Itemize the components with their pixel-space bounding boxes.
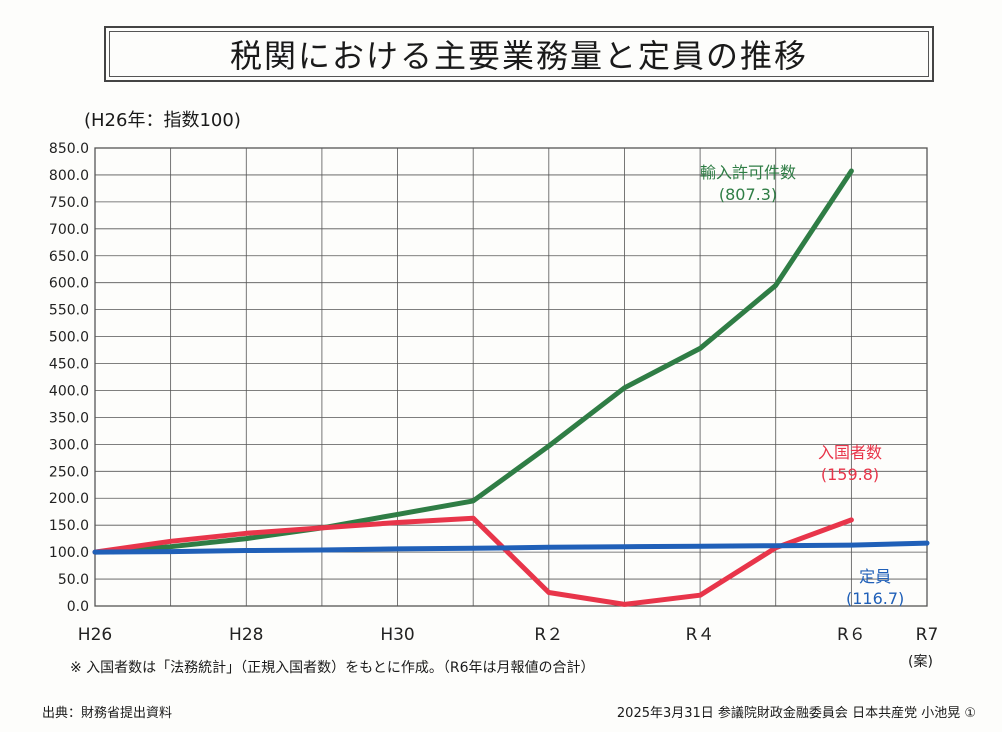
y-tick-label: 800.0 (49, 168, 89, 184)
y-tick-label: 550.0 (49, 303, 89, 319)
data-point-entrants (546, 590, 552, 595)
data-point-permits (849, 168, 854, 174)
x-tick-label: H26 (78, 625, 112, 645)
data-point-staff (470, 546, 476, 551)
y-tick-label: 50.0 (58, 572, 89, 588)
data-point-entrants (849, 517, 854, 523)
series-label-permits: 輸入許可件数 (807.3) (700, 162, 796, 206)
data-point-entrants (470, 515, 476, 521)
data-point-permits (168, 544, 173, 549)
data-point-staff (924, 540, 930, 546)
data-point-permits (244, 536, 249, 541)
y-tick-label: 600.0 (49, 276, 89, 292)
source: 出典：財務省提出資料 (42, 706, 173, 721)
data-point-permits (395, 512, 400, 517)
data-point-permits (773, 283, 778, 288)
series-name-staff: 定員 (859, 567, 892, 586)
series-line-staff (92, 540, 930, 555)
series-label-entrants: 入国者数 (159.8) (818, 442, 882, 486)
data-point-entrants (168, 539, 173, 544)
y-tick-label: 200.0 (49, 491, 89, 507)
series-end-value-permits: (807.3) (718, 185, 778, 204)
data-point-permits (470, 498, 476, 504)
y-tick-label: 100.0 (49, 545, 89, 561)
data-point-permits (622, 385, 627, 390)
series-name-permits: 輸入許可件数 (700, 163, 797, 182)
data-point-staff (849, 542, 854, 548)
chart-title: 税関における主要業務量と定員の推移 (229, 37, 808, 75)
y-tick-label: 750.0 (49, 195, 89, 211)
data-point-entrants (244, 531, 249, 536)
series-label-staff: 定員 (116.7) (846, 566, 904, 610)
data-point-staff (395, 546, 400, 552)
x-tick-label: R7 (916, 625, 939, 645)
data-point-staff (244, 548, 249, 553)
data-point-staff (546, 545, 552, 550)
data-point-staff (697, 543, 703, 549)
x-tick-label: R４ (686, 625, 715, 645)
series-end-value-staff: (116.7) (846, 589, 905, 608)
data-point-staff (168, 549, 173, 554)
series-name-entrants: 入国者数 (818, 443, 883, 462)
y-tick-label: 850.0 (49, 141, 89, 157)
y-tick-label: 500.0 (49, 330, 89, 346)
data-point-staff (773, 543, 778, 548)
unit-label: (H26年：指数100) (84, 110, 241, 131)
data-point-permits (697, 346, 703, 351)
data-point-entrants (697, 593, 703, 598)
data-point-permits (546, 443, 552, 449)
y-tick-label: 700.0 (49, 222, 89, 238)
title-box: 税関における主要業務量と定員の推移 (104, 26, 934, 82)
x-tick-label: H30 (380, 625, 414, 645)
y-tick-label: 400.0 (49, 383, 89, 399)
credit: 2025年3月31日 参議院財政金融委員会 日本共産党 小池晃 ① (616, 706, 976, 721)
y-tick-label: 350.0 (49, 410, 89, 426)
x-tick-label: R６ (837, 625, 866, 645)
data-point-staff (319, 547, 325, 553)
footnote: ※ 入国者数は「法務統計」（正規入国者数）をもとに作成。（R6年は月報値の合計） (70, 660, 595, 676)
x-tick-sub-label-r7: (案) (908, 654, 933, 670)
data-point-staff (92, 549, 98, 555)
data-point-entrants (622, 602, 627, 607)
y-tick-label: 0.0 (67, 599, 89, 615)
y-tick-label: 450.0 (49, 357, 89, 373)
y-tick-label: 650.0 (49, 249, 89, 265)
x-tick-label: H28 (229, 625, 263, 645)
series-end-value-entrants: (159.8) (820, 465, 880, 484)
y-tick-label: 150.0 (49, 518, 89, 534)
y-tick-label: 300.0 (49, 437, 89, 453)
y-tick-label: 250.0 (49, 464, 89, 480)
x-tick-label: R２ (534, 625, 563, 645)
data-point-staff (622, 544, 627, 549)
data-point-entrants (395, 520, 400, 525)
data-point-entrants (319, 525, 325, 531)
